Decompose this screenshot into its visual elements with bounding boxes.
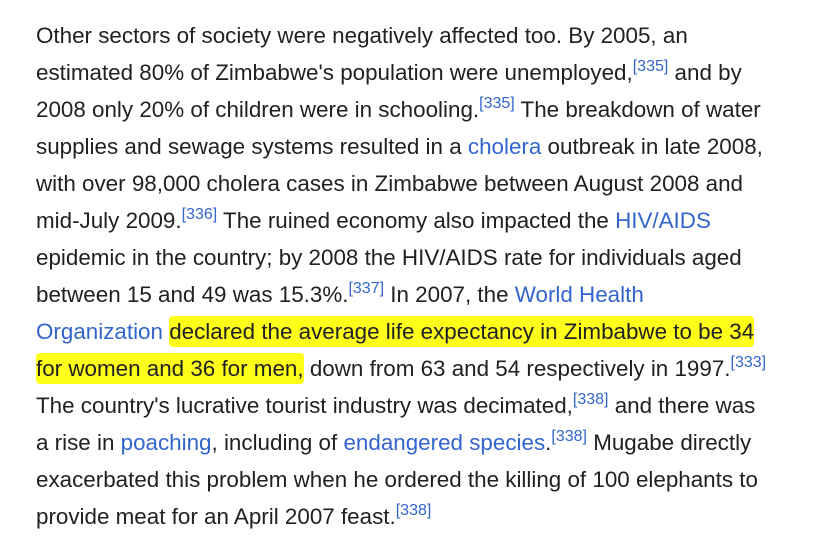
citation-ref: [335]	[479, 95, 515, 112]
citation-ref: [338]	[551, 428, 587, 445]
text-segment: and by	[668, 60, 742, 85]
text-segment: between 15 and 49 was 15.3%.	[36, 282, 349, 307]
text-segment: outbreak in late 2008,	[541, 134, 763, 159]
text-segment: provide meat for an April 2007 feast.	[36, 504, 396, 529]
highlighted-text: for women and 36 for men,	[36, 353, 304, 384]
text-segment: down from 63 and 54 respectively in 1997…	[303, 356, 731, 381]
citation-link[interactable]: [336]	[181, 206, 218, 223]
wiki-link[interactable]: HIV/AIDS	[615, 208, 711, 233]
text-line: with over 98,000 cholera cases in Zimbab…	[36, 165, 806, 202]
text-line: supplies and sewage systems resulted in …	[36, 128, 806, 165]
text-segment: The country's lucrative tourist industry…	[36, 393, 573, 418]
citation-link[interactable]: [335]	[632, 58, 669, 75]
text-line: mid-July 2009.[336] The ruined economy a…	[36, 202, 806, 239]
text-segment: .	[545, 430, 552, 455]
citation-ref: [338]	[396, 502, 432, 519]
citation-ref: [337]	[348, 280, 384, 297]
wiki-link[interactable]: World Health	[514, 282, 644, 307]
text-segment: The ruined economy also impacted the	[217, 208, 616, 233]
text-segment: supplies and sewage systems resulted in …	[36, 134, 468, 159]
text-segment: Other sectors of society were negatively…	[36, 23, 688, 48]
text-line: 2008 only 20% of children were in school…	[36, 91, 806, 128]
text-segment: 2008 only 20% of children were in school…	[36, 97, 480, 122]
text-segment: exacerbated this problem when he ordered…	[36, 467, 758, 492]
citation-link[interactable]: [338]	[572, 391, 609, 408]
text-segment: In 2007, the	[384, 282, 515, 307]
text-line: estimated 80% of Zimbabwe's population w…	[36, 54, 806, 91]
text-segment: a rise in	[36, 430, 121, 455]
citation-link[interactable]: [335]	[479, 95, 515, 112]
text-line: exacerbated this problem when he ordered…	[36, 461, 806, 498]
text-line: Other sectors of society were negatively…	[36, 17, 806, 54]
text-segment: , including of	[211, 430, 344, 455]
citation-link[interactable]: [338]	[395, 502, 432, 519]
text-line: between 15 and 49 was 15.3%.[337] In 200…	[36, 276, 806, 313]
wiki-link[interactable]: endangered species	[343, 430, 546, 455]
text-segment: and there was	[608, 393, 756, 418]
text-segment: estimated 80% of Zimbabwe's population w…	[36, 60, 633, 85]
text-segment: mid-July 2009.	[36, 208, 182, 233]
text-line: for women and 36 for men, down from 63 a…	[36, 350, 806, 387]
text-line: provide meat for an April 2007 feast.[33…	[36, 498, 806, 535]
text-segment: with over 98,000 cholera cases in Zimbab…	[36, 171, 743, 196]
text-segment: epidemic in the country; by 2008 the HIV…	[36, 245, 742, 270]
article-paragraph: Other sectors of society were negatively…	[36, 17, 806, 535]
citation-link[interactable]: [337]	[348, 280, 385, 297]
citation-ref: [335]	[633, 58, 669, 75]
highlighted-text: declared the average life expectancy in …	[169, 316, 755, 347]
text-line: The country's lucrative tourist industry…	[36, 387, 806, 424]
citation-link[interactable]: [338]	[551, 428, 587, 445]
wiki-link[interactable]: Organization	[36, 319, 163, 344]
text-line: Organization declared the average life e…	[36, 313, 806, 350]
wiki-link[interactable]: cholera	[467, 134, 542, 159]
wiki-link[interactable]: poaching	[120, 430, 212, 455]
text-line: a rise in poaching, including of endange…	[36, 424, 806, 461]
text-line: epidemic in the country; by 2008 the HIV…	[36, 239, 806, 276]
citation-ref: [338]	[573, 391, 609, 408]
citation-ref: [336]	[182, 206, 218, 223]
citation-ref: [333]	[731, 354, 767, 371]
citation-link[interactable]: [333]	[730, 354, 767, 371]
text-segment: Mugabe directly	[586, 430, 752, 455]
text-segment: The breakdown of water	[514, 97, 761, 122]
